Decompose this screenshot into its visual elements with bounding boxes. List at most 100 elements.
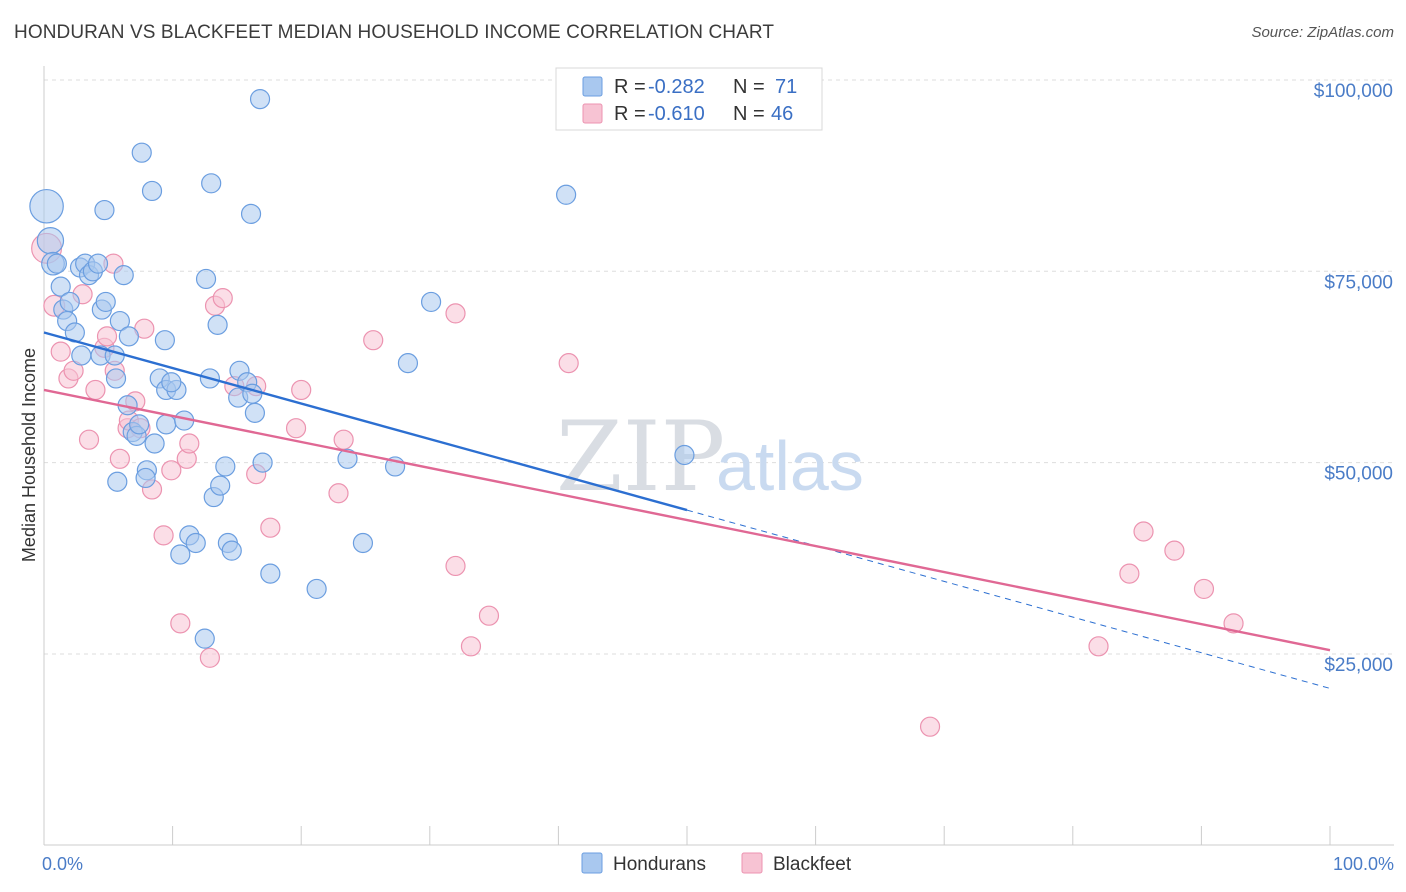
blackfeet-point <box>445 555 466 577</box>
blackfeet-point <box>170 613 191 634</box>
bottom-legend: Hondurans Blackfeet <box>581 852 852 875</box>
honduran-point <box>154 330 175 351</box>
blackfeet-point <box>153 525 174 546</box>
y-tick-labels: $25,000 $50,000 $75,000 $100,000 <box>1314 81 1393 676</box>
honduran-point <box>397 353 419 374</box>
honduran-point <box>185 532 206 554</box>
legend-r-value-2: -0.610 <box>648 103 705 125</box>
y-axis-label: Median Household Income <box>19 348 39 562</box>
honduran-point <box>135 467 156 489</box>
blackfeet-point <box>445 303 466 324</box>
legend-box: R = -0.282 N = 71 R = -0.610 N = 46 <box>555 67 823 131</box>
y-tick-label-100000: $100,000 <box>1314 81 1393 102</box>
bottom-legend-swatch-blackfeet <box>741 852 763 874</box>
blackfeet-point <box>50 341 71 362</box>
blackfeet-point <box>460 636 482 657</box>
honduran-point <box>141 180 163 202</box>
watermark: ZIP atlas <box>556 401 864 513</box>
legend-r-label-1: R = <box>614 76 646 98</box>
honduran-point <box>104 345 125 366</box>
honduran-point <box>107 471 128 492</box>
y-tick-label-75000: $75,000 <box>1324 272 1393 293</box>
honduran-point <box>105 368 127 389</box>
honduran-point <box>201 173 222 194</box>
honduran-point <box>194 628 215 649</box>
blackfeet-point <box>1088 636 1109 657</box>
honduran-point <box>244 402 266 423</box>
trend-lines <box>43 331 1331 689</box>
honduran-point <box>674 444 695 466</box>
honduran-point <box>556 184 577 205</box>
honduran-point <box>249 89 271 110</box>
legend-n-value-2: 46 <box>771 103 793 125</box>
hondurans-points <box>29 89 695 649</box>
legend-r-label-2: R = <box>614 103 646 125</box>
honduran-point <box>260 563 281 584</box>
honduran-point <box>109 310 130 332</box>
blackfeet-point <box>285 418 307 439</box>
honduran-point <box>170 544 191 565</box>
honduran-point <box>221 540 242 561</box>
blackfeet-point <box>161 460 182 481</box>
blackfeet-point <box>179 433 200 454</box>
legend-swatch-hondurans <box>582 76 603 97</box>
blackfeet-point <box>333 429 354 450</box>
honduran-point <box>87 253 109 274</box>
blackfeet-point <box>199 647 220 668</box>
blackfeet-point <box>1133 521 1154 542</box>
bottom-legend-hondurans: Hondurans <box>613 854 706 875</box>
honduran-point <box>113 265 134 286</box>
chart-title: HONDURAN VS BLACKFEET MEDIAN HOUSEHOLD I… <box>14 22 775 43</box>
blackfeet-point <box>96 326 118 347</box>
honduran-point <box>161 372 182 393</box>
hondurans-trend-line <box>43 331 688 512</box>
watermark-zip: ZIP <box>556 401 725 513</box>
x-tick-label-max: 100.0% <box>1333 854 1394 874</box>
blackfeet-point <box>212 287 233 309</box>
y-tick-label-50000: $50,000 <box>1324 464 1393 485</box>
honduran-point <box>210 475 231 496</box>
honduran-point <box>71 345 92 366</box>
blackfeet-point <box>109 448 130 469</box>
honduran-point <box>50 276 71 297</box>
blackfeet-point <box>1164 540 1185 561</box>
legend-r-value-1: -0.282 <box>648 76 705 98</box>
x-tick-label-min: 0.0% <box>42 854 83 874</box>
blackfeet-point <box>558 353 579 374</box>
blackfeet-point <box>85 379 106 401</box>
honduran-point <box>195 268 217 290</box>
honduran-point <box>144 433 165 454</box>
blackfeet-point <box>1119 563 1140 584</box>
honduran-point <box>252 452 273 473</box>
honduran-point <box>215 456 236 477</box>
honduran-point <box>306 578 327 600</box>
bottom-legend-swatch-hondurans <box>581 852 603 874</box>
blackfeet-point <box>260 517 281 538</box>
honduran-point <box>240 203 262 225</box>
legend-n-value-1: 71 <box>775 76 797 98</box>
watermark-atlas: atlas <box>716 427 864 505</box>
blackfeet-point <box>1223 613 1244 634</box>
honduran-point <box>94 199 115 221</box>
honduran-point <box>59 291 80 313</box>
legend-swatch-blackfeet <box>582 103 603 124</box>
blackfeet-point <box>919 716 941 737</box>
blackfeet-point <box>291 379 312 401</box>
honduran-point <box>95 291 116 313</box>
honduran-point <box>118 326 139 347</box>
honduran-point <box>36 226 65 255</box>
blackfeet-point <box>363 330 384 351</box>
honduran-point <box>207 314 228 335</box>
honduran-point <box>337 448 358 469</box>
honduran-point <box>420 291 442 313</box>
honduran-point <box>29 188 64 224</box>
legend-n-label-1: N = <box>733 76 765 98</box>
honduran-point <box>131 142 152 163</box>
blackfeet-point <box>1193 578 1215 600</box>
blackfeet-point <box>328 483 349 504</box>
legend-n-label-2: N = <box>733 103 765 125</box>
y-tick-label-25000: $25,000 <box>1324 655 1393 676</box>
honduran-point <box>156 414 177 435</box>
blackfeet-point <box>478 605 500 626</box>
